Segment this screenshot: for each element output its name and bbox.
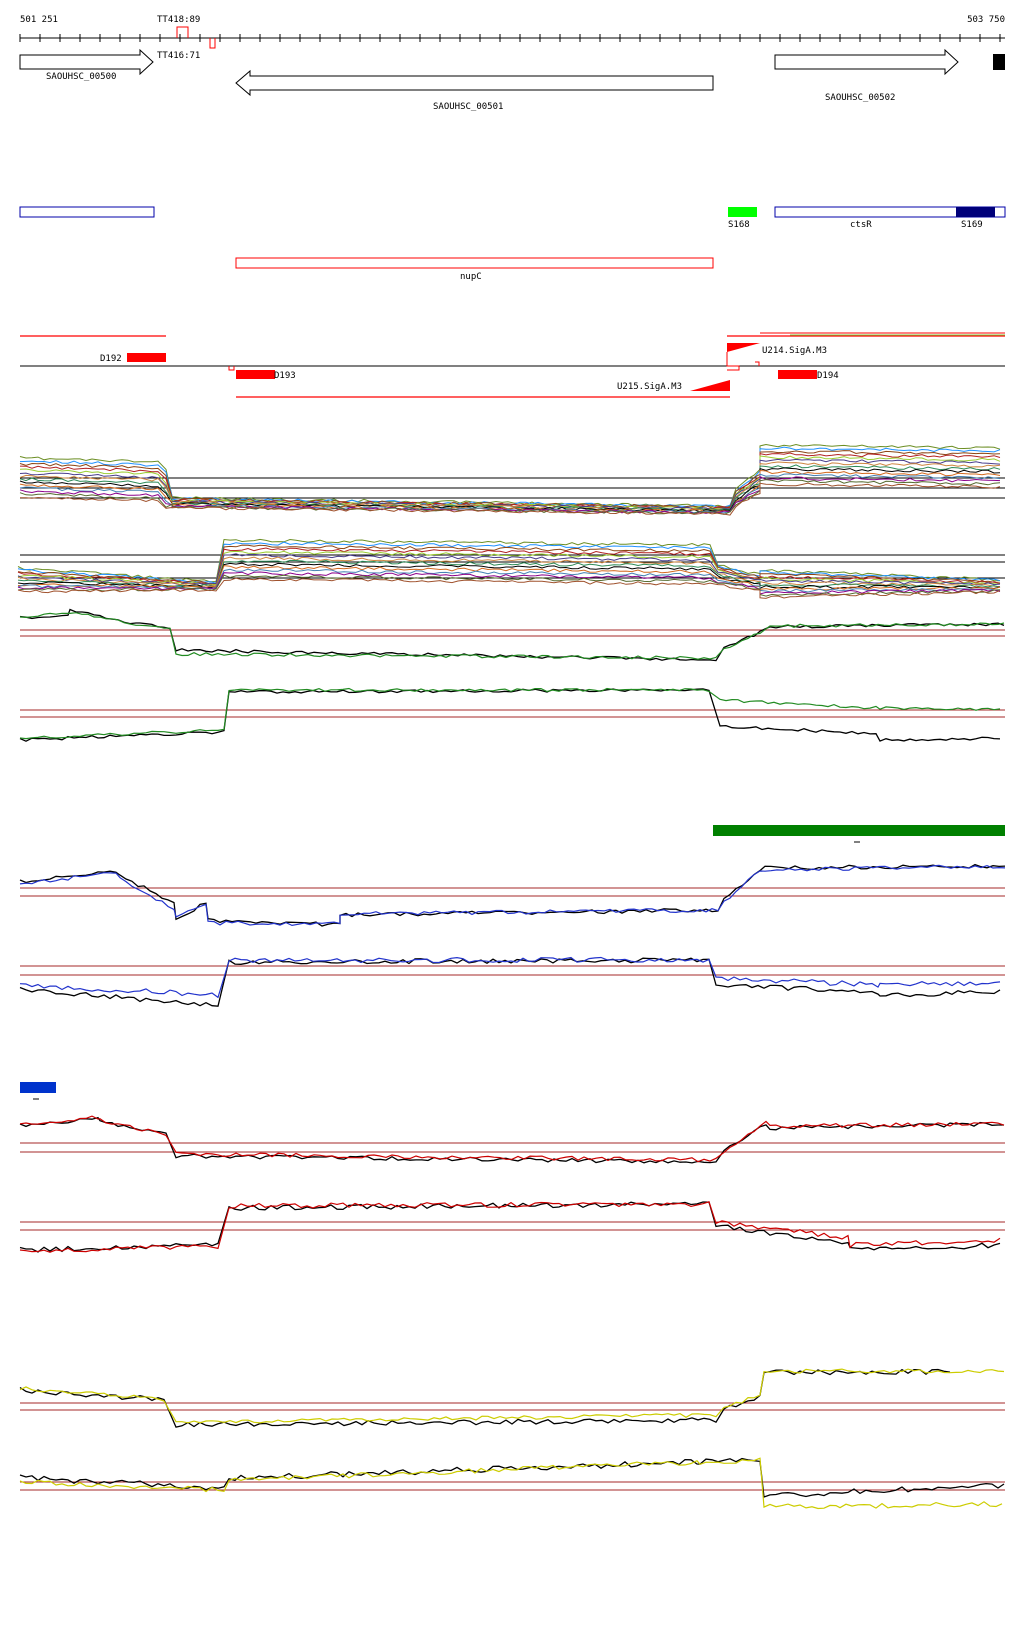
terminator-tt416[interactable]: TT416:71 — [157, 38, 216, 61]
transcript-u214-label: U214.SigA.M3 — [762, 346, 827, 356]
ruler-end-label: 503 750 — [967, 15, 1005, 25]
feature-nupc[interactable]: nupC — [235, 257, 714, 282]
transcript-u215-label: U215.SigA.M3 — [617, 382, 682, 392]
expression-track-yellow-reverse — [19, 1457, 1005, 1510]
expression-track-yellow-forward — [19, 1368, 1005, 1428]
expression-trace — [19, 688, 1001, 742]
transcript-d194-label: D194 — [817, 371, 839, 381]
terminator-tt418-label: TT418:89 — [157, 15, 200, 25]
transcript-d194[interactable]: D194 — [778, 370, 839, 381]
feature-s168-label: S168 — [728, 220, 750, 230]
gene-saouhsc-00501-label: SAOUHSC_00501 — [433, 102, 503, 112]
expression-trace — [19, 864, 1006, 927]
expression-trace — [17, 574, 1001, 597]
expression-trace — [19, 612, 1005, 660]
condition-bar-green[interactable] — [713, 825, 1005, 836]
expression-trace — [19, 450, 1001, 509]
feature-s169[interactable]: S169 — [956, 207, 995, 230]
feature-s168[interactable]: S168 — [728, 207, 757, 230]
feature-ctsr[interactable]: ctsR — [774, 206, 1006, 230]
expression-trace — [19, 1115, 1005, 1163]
expression-track-green-reverse — [19, 687, 1005, 742]
feature-ctsr-label: ctsR — [850, 220, 872, 230]
expression-trace — [19, 1457, 1003, 1510]
expression-trace — [19, 863, 1006, 927]
expression-track-blue-reverse — [19, 956, 1005, 1007]
expression-trace — [17, 577, 1001, 599]
expression-track-blue-forward — [19, 863, 1006, 927]
expression-trace — [19, 1368, 1005, 1424]
expression-track-red-reverse — [19, 1201, 1005, 1253]
expression-trace — [19, 1368, 951, 1428]
terminator-tt418[interactable]: TT418:89 — [157, 15, 200, 38]
expression-trace — [19, 687, 1001, 740]
expression-trace — [17, 571, 1001, 595]
feature-nupc-label: nupC — [460, 272, 482, 282]
expression-trace — [19, 452, 1001, 510]
expression-track-multi-reverse — [17, 538, 1005, 599]
expression-trace — [19, 956, 1001, 999]
gene-partial-right-edge[interactable] — [993, 54, 1005, 70]
transcript-d193[interactable]: D193 — [228, 366, 296, 381]
expression-trace — [17, 541, 1001, 584]
transcript-d192[interactable]: D192 — [100, 353, 166, 364]
terminator-tt416-label: TT416:71 — [157, 51, 200, 61]
expression-track-multi-forward — [19, 443, 1005, 516]
coordinate-ruler: 501 251 503 750 — [19, 15, 1005, 42]
gene-saouhsc-00502[interactable]: SAOUHSC_00502 — [774, 48, 959, 103]
transcript-d192-label: D192 — [100, 354, 122, 364]
feature-s169-label: S169 — [961, 220, 983, 230]
expression-trace — [17, 547, 1001, 586]
expression-trace — [19, 443, 1001, 508]
expression-trace — [19, 461, 1001, 512]
expression-trace — [19, 1201, 1001, 1253]
transcript-d193-label: D193 — [274, 371, 296, 381]
expression-track-green-forward — [19, 608, 1005, 662]
expression-trace — [17, 559, 1001, 589]
ruler-start-label: 501 251 — [20, 15, 58, 25]
expression-trace — [19, 1457, 1005, 1498]
expression-trace — [19, 475, 1001, 515]
expression-trace — [19, 608, 1005, 662]
feature-blue-box-left[interactable] — [19, 206, 155, 218]
expression-track-red-forward — [19, 1115, 1005, 1164]
gene-saouhsc-00500-label: SAOUHSC_00500 — [46, 72, 116, 82]
gene-saouhsc-00500[interactable]: SAOUHSC_00500 — [19, 48, 154, 82]
expression-trace — [19, 957, 1001, 1007]
expression-trace — [20, 482, 1001, 516]
condition-bar-blue[interactable] — [20, 1082, 56, 1093]
transcription-unit-track: D192 D193 U214.SigA.M3 U215.SigA.M3 D194 — [20, 332, 1005, 398]
expression-trace — [19, 1201, 1001, 1253]
gene-saouhsc-00501[interactable]: SAOUHSC_00501 — [235, 69, 714, 112]
transcript-u214[interactable]: U214.SigA.M3 — [726, 343, 827, 371]
expression-trace — [17, 568, 1001, 593]
gene-saouhsc-00502-label: SAOUHSC_00502 — [825, 93, 895, 103]
expression-trace — [19, 469, 1001, 513]
transcript-u215[interactable]: U215.SigA.M3 — [617, 380, 730, 392]
